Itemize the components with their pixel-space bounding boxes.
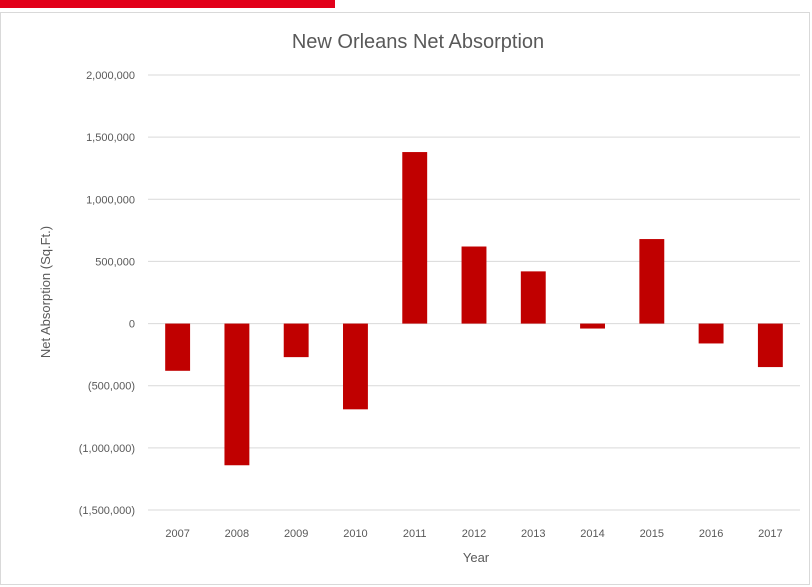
bar-2016 (698, 323, 724, 344)
bar-2015 (639, 239, 665, 324)
bar-2014 (580, 323, 605, 329)
bar-2013 (520, 271, 546, 324)
x-tick-label: 2009 (284, 528, 308, 540)
y-tick-label: (500,000) (88, 381, 135, 393)
bar-2011 (402, 152, 428, 324)
x-tick-label: 2015 (640, 528, 664, 540)
y-tick-label: (1,000,000) (79, 443, 135, 455)
bars (165, 152, 783, 466)
y-tick-label: 0 (129, 319, 135, 331)
y-axis-ticks: 2,000,000 1,500,000 1,000,000 500,000 0 (500,… (79, 70, 135, 517)
bar-2012 (461, 246, 487, 324)
y-tick-label: (1,500,000) (79, 505, 135, 517)
y-tick-label: 1,000,000 (86, 194, 135, 206)
bar-2008 (224, 323, 250, 466)
x-tick-label: 2011 (403, 528, 427, 540)
bar-2007 (165, 323, 191, 371)
x-tick-label: 2007 (165, 528, 189, 540)
bar-2010 (343, 323, 368, 410)
x-tick-label: 2016 (699, 528, 723, 540)
y-tick-label: 2,000,000 (86, 70, 135, 82)
x-axis-ticks: 2007 2008 2009 2010 2011 2012 2013 2014 2015 2016… (165, 528, 782, 540)
bar-2017 (757, 323, 783, 368)
x-tick-label: 2014 (580, 528, 604, 540)
header-accent-bar (0, 0, 335, 8)
x-tick-label: 2017 (758, 528, 782, 540)
y-axis-label: Net Absorption (Sq.Ft.) (38, 226, 53, 358)
chart-title: New Orleans Net Absorption (292, 31, 544, 53)
x-tick-label: 2012 (462, 528, 486, 540)
x-tick-label: 2013 (521, 528, 545, 540)
y-tick-label: 1,500,000 (86, 132, 135, 144)
x-tick-label: 2008 (225, 528, 249, 540)
grid-lines (148, 74, 800, 511)
x-tick-label: 2010 (343, 528, 367, 540)
x-axis-label: Year (463, 550, 490, 565)
y-tick-label: 500,000 (95, 256, 135, 268)
bar-2009 (283, 323, 309, 358)
